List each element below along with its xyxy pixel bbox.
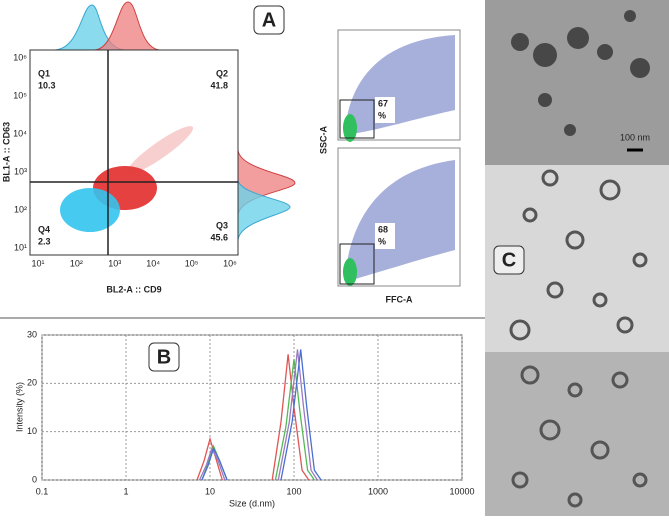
plot-frame bbox=[41, 334, 463, 481]
quadrant-value: 10.3 bbox=[38, 80, 56, 90]
event-cloud bbox=[345, 35, 455, 135]
x-tick-label: 10³ bbox=[108, 258, 121, 268]
y-tick-label: 0 bbox=[32, 474, 37, 484]
event-cloud bbox=[126, 126, 194, 174]
plot-frame bbox=[29, 49, 239, 256]
y-axis-label: SSC-A bbox=[318, 126, 328, 155]
event-cloud bbox=[343, 258, 357, 286]
event-cloud bbox=[345, 160, 455, 282]
y-tick-label: 10⁵ bbox=[13, 90, 27, 100]
x-axis-label: FFC-A bbox=[386, 294, 413, 304]
vesicles bbox=[511, 10, 650, 136]
y-tick-label: 10² bbox=[14, 204, 27, 214]
y-tick-label: 10 bbox=[27, 426, 37, 436]
plot-frame bbox=[337, 147, 461, 287]
gate-unit: % bbox=[378, 236, 386, 246]
scale-bar-label: 100 nm bbox=[620, 132, 650, 142]
y-axis-label: BL1-A :: CD63 bbox=[1, 122, 11, 182]
quadrant-name: Q3 bbox=[216, 220, 228, 230]
plot-frame bbox=[337, 29, 461, 141]
quadrant-name: Q2 bbox=[216, 68, 228, 78]
x-tick-label: 10² bbox=[70, 258, 83, 268]
quadrant-name: Q1 bbox=[38, 68, 50, 78]
quadrant-value: 2.3 bbox=[38, 236, 51, 246]
x-tick-label: 1 bbox=[123, 486, 128, 496]
panel-label: B bbox=[157, 346, 171, 368]
x-tick-label: 10⁵ bbox=[185, 258, 199, 268]
event-cloud bbox=[60, 188, 120, 232]
histogram bbox=[94, 1, 161, 51]
vesicles bbox=[509, 169, 648, 508]
y-tick-label: 30 bbox=[27, 329, 37, 339]
histogram bbox=[237, 179, 291, 241]
x-tick-label: 100 bbox=[286, 486, 301, 496]
y-tick-label: 20 bbox=[27, 378, 37, 388]
panel-label: A bbox=[262, 9, 276, 31]
x-tick-label: 10000 bbox=[449, 486, 474, 496]
x-tick-label: 10⁴ bbox=[146, 258, 160, 268]
quadrant-value: 41.8 bbox=[210, 80, 228, 90]
gate-unit: % bbox=[378, 110, 386, 120]
y-tick-label: 10³ bbox=[14, 166, 27, 176]
tem-image bbox=[485, 352, 669, 516]
panel-label-box bbox=[253, 5, 285, 35]
x-tick-label: 1000 bbox=[368, 486, 388, 496]
y-tick-label: 10¹ bbox=[14, 242, 27, 252]
quadrant-name: Q4 bbox=[38, 224, 50, 234]
x-axis-label: Size (d.nm) bbox=[229, 498, 275, 508]
gate-value: 67 bbox=[378, 98, 388, 108]
x-tick-label: 0.1 bbox=[36, 486, 49, 496]
event-cloud bbox=[343, 114, 357, 142]
y-tick-label: 10⁴ bbox=[13, 128, 27, 138]
y-axis-label: Intensity (%) bbox=[14, 382, 24, 432]
x-tick-label: 10 bbox=[205, 486, 215, 496]
gate bbox=[339, 99, 375, 139]
series-line bbox=[198, 349, 318, 481]
series-line bbox=[201, 349, 322, 481]
x-tick-label: 10¹ bbox=[31, 258, 44, 268]
gate-label-bg bbox=[375, 97, 395, 123]
panel-label-box bbox=[493, 245, 525, 275]
x-tick-label: 10⁶ bbox=[223, 258, 237, 268]
panel-label: C bbox=[502, 249, 516, 271]
gate-label-bg bbox=[375, 223, 395, 249]
gate bbox=[339, 243, 375, 285]
y-tick-label: 10⁶ bbox=[13, 52, 27, 62]
panel-label-box bbox=[148, 342, 180, 372]
gate-value: 68 bbox=[378, 224, 388, 234]
x-axis-label: BL2-A :: CD9 bbox=[106, 284, 161, 294]
quadrant-value: 45.6 bbox=[210, 232, 228, 242]
